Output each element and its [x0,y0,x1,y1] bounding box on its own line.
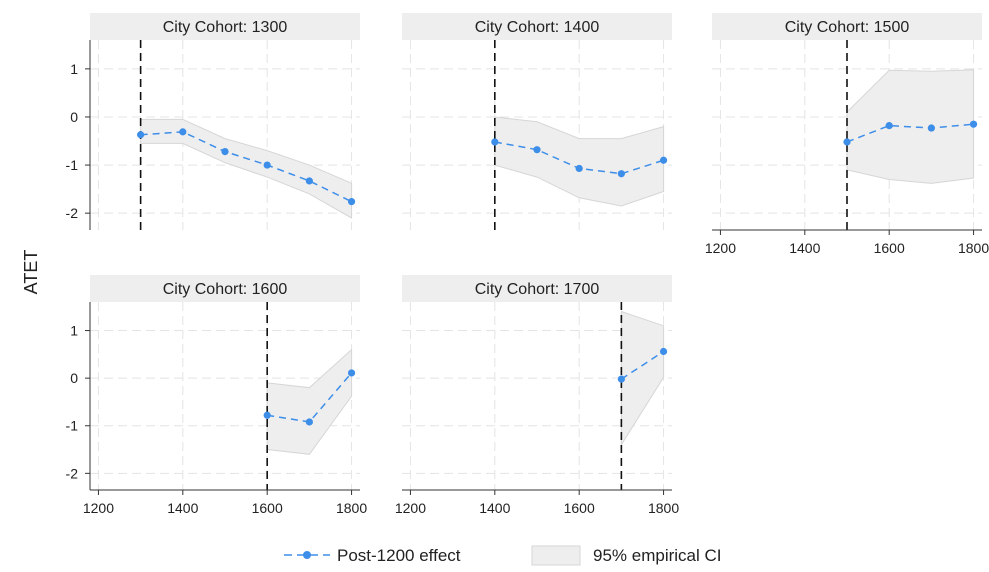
y-tick-label: -1 [66,157,79,173]
y-tick-label: 1 [70,61,78,77]
x-tick-label: 1400 [789,240,820,256]
x-tick-label: 1200 [705,240,736,256]
panel-header [90,275,360,302]
data-point [263,411,271,419]
y-tick-label: 1 [70,323,78,339]
x-tick-label: 1400 [479,500,510,516]
panel-title: City Cohort: 1400 [475,19,600,36]
legend: Post-1200 effect 95% empirical CI [284,545,722,566]
data-point [221,147,229,156]
x-tick-label: 1800 [648,500,679,516]
series-line [846,123,974,143]
panel-title: City Cohort: 1600 [163,281,288,298]
y-tick-label: 0 [70,109,78,125]
y-tick-label: -2 [66,205,79,221]
y-axis-label: ATET [21,250,41,295]
data-point [533,146,541,154]
y-tick-label: 0 [70,370,78,386]
y-tick-label: -2 [66,465,79,481]
ci-band [494,116,665,207]
data-point [617,170,625,178]
data-point [347,198,356,206]
data-point [179,128,187,136]
panel-title: City Cohort: 1300 [163,19,288,36]
data-point [305,177,313,185]
ci-band [620,310,665,447]
data-point [491,138,499,146]
legend-marker-swatch [303,551,311,559]
x-tick-label: 1800 [336,500,367,516]
panel-title: City Cohort: 1700 [475,281,600,298]
data-point [969,120,978,128]
data-point [263,161,271,169]
x-tick-label: 1400 [167,500,198,516]
x-tick-label: 1600 [252,500,283,516]
panel-3: City Cohort: 1500 1200 1400 1600 1800 [705,13,989,256]
data-point [659,156,668,164]
x-tick-label: 1200 [83,500,114,516]
x-tick-label: 1600 [874,240,905,256]
ci-band [266,348,353,455]
x-tick-label: 1800 [958,240,989,256]
legend-label-series: Post-1200 effect [337,546,461,565]
y-tick-label: -1 [66,418,79,434]
panel-4: City Cohort: 1600 1 0 -1 -2 1200 1400 1600 1800 [66,275,367,516]
panel-title: City Cohort: 1500 [785,19,910,36]
panels-layer: City Cohort: 1300 1 0 -1 -2 City Cohort: 1400… [66,13,989,516]
data-point [347,369,356,377]
panel-1: City Cohort: 1300 1 0 -1 -2 [66,13,360,230]
data-point [617,375,625,383]
data-point [137,131,145,139]
panel-header [90,13,360,40]
panel-2: City Cohort: 1400 [402,13,672,230]
x-tick-label: 1200 [395,500,426,516]
panel-header [402,13,672,40]
panel-header [402,275,672,302]
legend-label-ci: 95% empirical CI [593,546,722,565]
data-point [927,124,935,132]
data-point [843,138,851,146]
x-tick-label: 1600 [564,500,595,516]
series-line [620,350,664,380]
series-line [140,131,352,203]
panel-5: City Cohort: 1700 1200 1400 1600 1800 [395,275,679,516]
data-point [575,164,583,173]
data-point [659,347,668,356]
data-point [305,418,313,426]
ci-band [140,118,353,219]
data-point [885,122,893,130]
panel-header [712,13,982,40]
legend-band-swatch [531,545,581,566]
